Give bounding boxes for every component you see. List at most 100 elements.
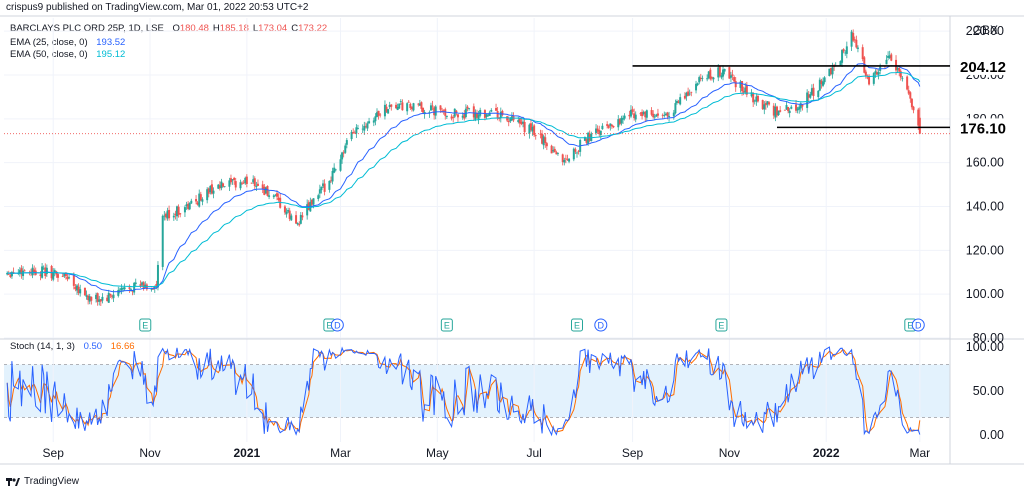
candle [485,113,488,120]
candle-body [77,286,80,293]
candle-body [739,81,742,88]
candle-body [844,52,847,54]
earnings-marker-label: E [718,321,724,331]
candle-body [763,104,766,110]
candle-body [890,54,893,61]
candle-body [334,169,337,171]
dividend-marker-label: D [598,321,605,331]
candle [450,114,453,121]
candle-body [299,214,302,224]
candle-body [141,282,144,285]
candle [363,121,366,135]
earnings-marker-label: E [574,321,580,331]
candle-body [268,195,271,197]
ohlc-key-o: O [172,23,180,34]
candle-body [485,114,488,117]
candle-body [122,287,125,289]
candle [176,205,179,222]
candle [228,177,231,192]
candle [422,107,425,114]
candle [198,189,201,208]
candle-body [622,118,625,120]
candle-body [210,184,213,194]
candle-body [12,272,15,273]
candle [563,157,566,166]
candle [18,266,21,277]
candle-body [801,104,804,107]
candle-body [183,207,186,213]
candle-body [255,185,258,187]
candle [733,75,736,84]
candle [466,105,469,112]
candle [779,106,782,113]
candle [185,201,188,210]
candle-body [166,210,169,219]
candle [87,294,90,305]
candle-body [756,95,759,102]
candle-body [18,270,21,274]
candle [307,200,310,211]
candle-body [142,282,145,289]
candle-body [856,47,859,49]
candle-body [241,182,244,184]
candle-body [190,200,193,204]
candle-body [699,77,702,80]
stoch-k-line [6,346,921,437]
candle [585,137,588,145]
candle-body [885,59,888,65]
candle [553,146,556,153]
candle-body [164,213,167,218]
candle [298,221,301,227]
candle-body [523,121,526,133]
candle [409,102,412,111]
candle-body [831,67,834,75]
candle-body [287,209,290,212]
candle-body [572,148,575,160]
candle-body [709,69,712,80]
candle [822,77,825,88]
candle [599,130,602,140]
candle-body [201,199,204,202]
candle [33,265,36,276]
candle-body [64,272,67,277]
candle-body [768,102,771,105]
candle-body [152,288,155,290]
candle [841,49,844,68]
candle-body [823,77,826,83]
candle [701,75,704,82]
candle [118,287,121,294]
earnings-marker [715,318,728,332]
candle-body [434,106,437,116]
candle-body [195,199,198,202]
candle [429,102,432,111]
candle-body [733,77,736,82]
candle [299,211,302,225]
candle-body [452,116,455,118]
candle [807,90,810,103]
candle [245,174,248,188]
candle [712,76,715,83]
candle [568,158,571,164]
candle [722,65,725,81]
candle [6,271,9,276]
candle-body [687,91,690,96]
candle-body [655,114,658,117]
candle [277,193,280,202]
candle-body [783,109,786,111]
candle [887,51,890,61]
candle-body [277,197,280,200]
candle-body [898,68,901,72]
candle-body [607,125,610,128]
candle-body [806,92,809,108]
candle [731,69,734,81]
candle [377,110,380,120]
ohlc-value-c: 173.22 [298,23,328,34]
candle [544,133,547,148]
candle [256,179,259,187]
candle [683,92,686,100]
candle-body [222,183,225,187]
candle [428,110,431,118]
candle [629,105,632,119]
candle [179,212,182,218]
